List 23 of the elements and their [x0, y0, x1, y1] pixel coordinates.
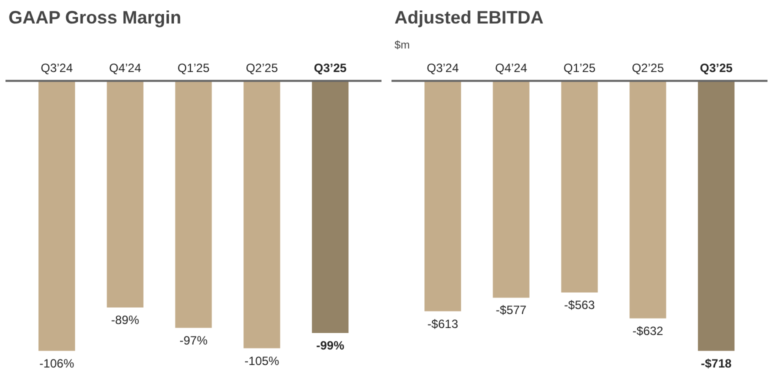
x-tick-label: Q1’25 [563, 60, 596, 75]
data-label: -106% [39, 356, 74, 370]
x-tick-label: Q3’24 [426, 60, 460, 75]
x-tick-label: Q3’24 [40, 60, 74, 75]
x-tick-label: Q4’24 [495, 60, 528, 75]
data-label: -$613 [427, 316, 458, 331]
data-label: -105% [244, 354, 280, 368]
chart-subtitle: $m [394, 40, 410, 52]
data-label: -$577 [496, 303, 527, 318]
x-tick-label: Q3’25 [314, 60, 347, 75]
x-tick-label: Q4’24 [109, 60, 142, 75]
data-label: -97% [179, 333, 208, 348]
data-label: -99% [316, 338, 345, 352]
data-label: -89% [111, 312, 140, 327]
data-label: -$718 [700, 356, 732, 370]
x-tick-label: Q1’25 [177, 60, 210, 75]
chart-title: Adjusted EBITDA [394, 8, 544, 28]
data-label: -$632 [632, 324, 664, 338]
chart-title: GAAP Gross Margin [8, 8, 182, 28]
data-label: -$563 [564, 298, 596, 312]
x-tick-label: Q2’25 [632, 60, 664, 75]
x-tick-label: Q3’25 [700, 60, 733, 75]
x-tick-label: Q2’25 [246, 60, 278, 75]
